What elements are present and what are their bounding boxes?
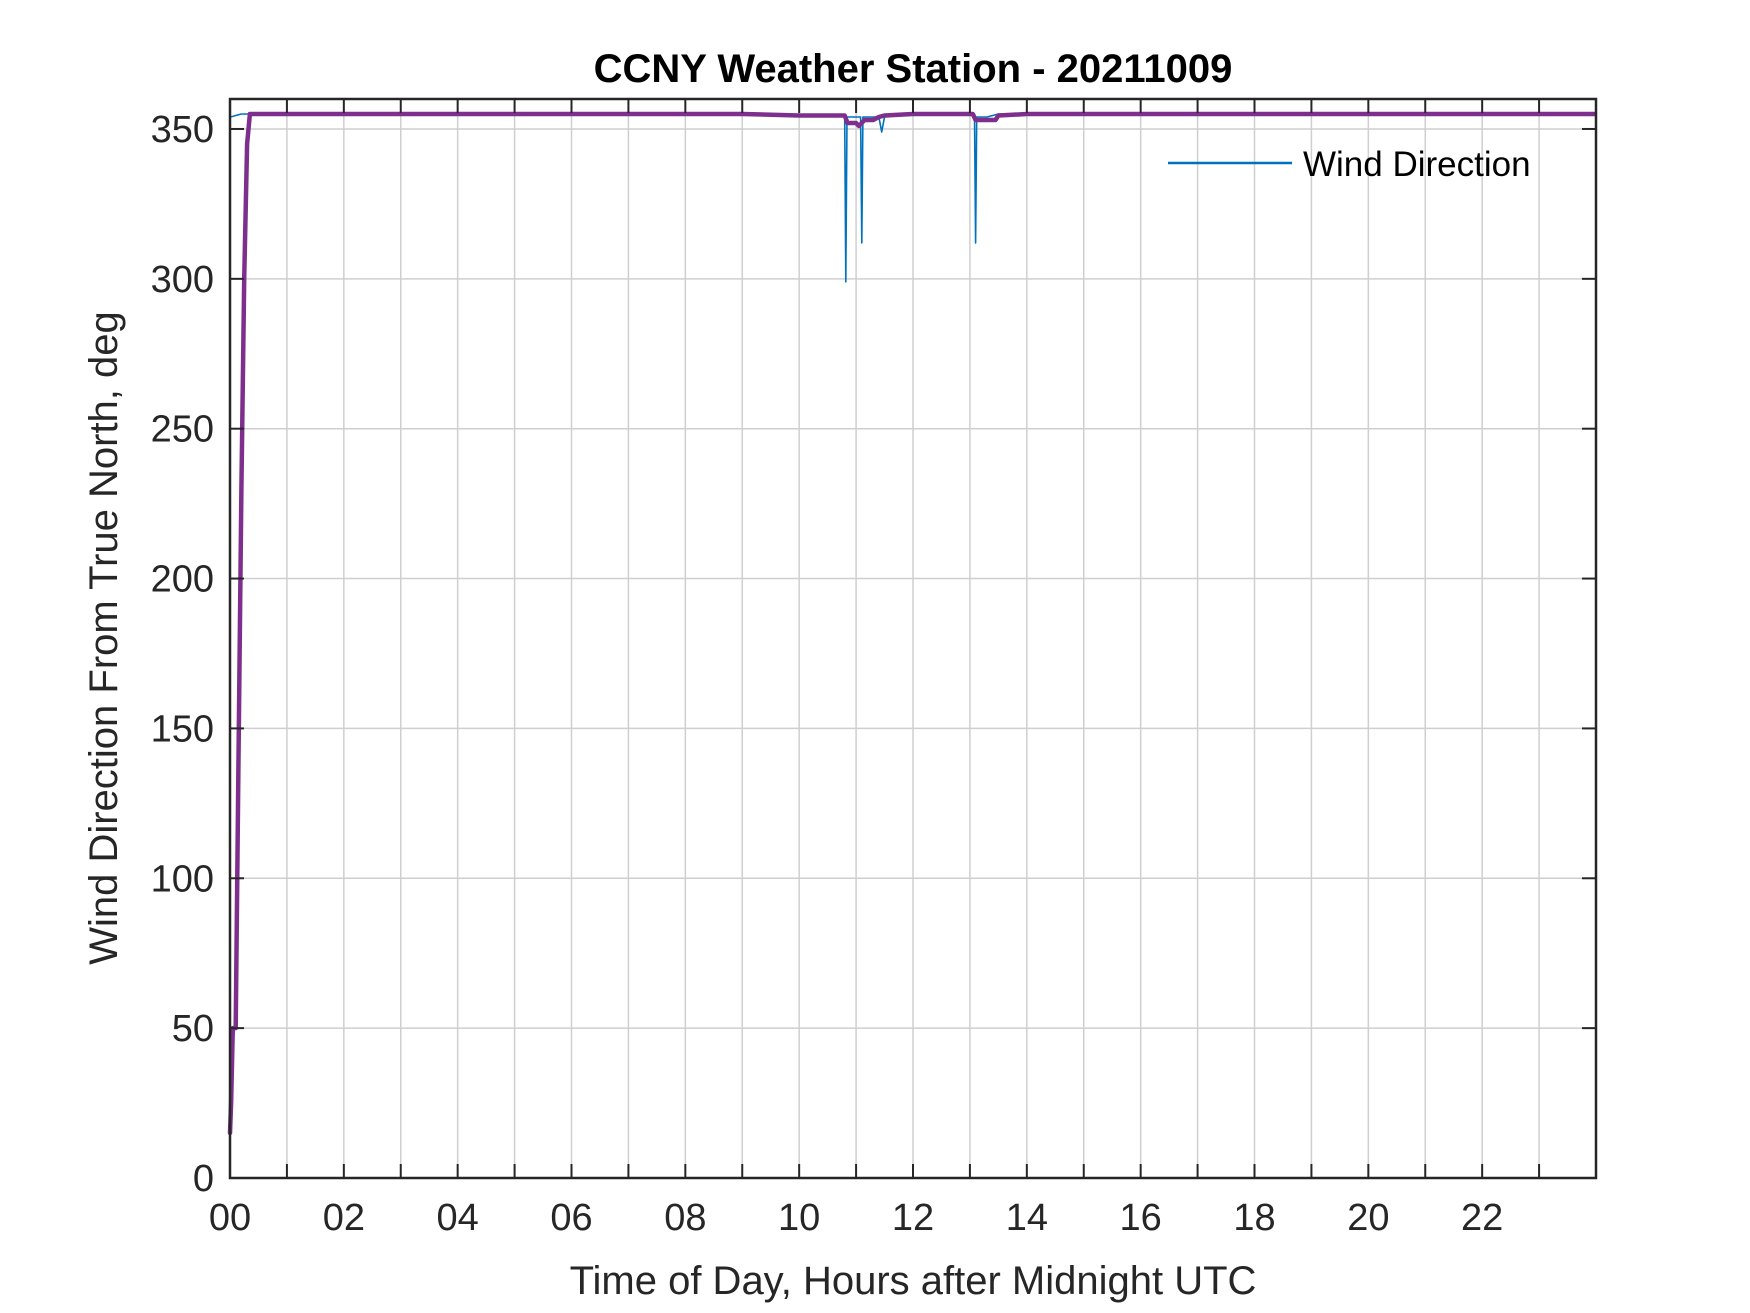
x-tick-label: 04 (437, 1197, 479, 1239)
y-tick-label: 50 (172, 1008, 214, 1050)
series-wind-direction-smoothed (227, 111, 1598, 1136)
x-tick-label: 18 (1233, 1197, 1275, 1239)
x-tick-label: 06 (550, 1197, 592, 1239)
x-tick-label: 16 (1120, 1197, 1162, 1239)
legend-entry-wind-direction: Wind Direction (1303, 145, 1531, 184)
y-tick-label: 0 (193, 1158, 214, 1200)
x-tick-label: 00 (209, 1197, 251, 1239)
tick-label-layer: 00 02 04 06 08 10 12 14 16 18 20 22 0 50 100 150 200 250 3… (151, 109, 1504, 1239)
y-axis-label: Wind Direction From True North, deg (82, 311, 126, 965)
x-tick-label: 08 (664, 1197, 706, 1239)
chart-title: CCNY Weather Station - 20211009 (594, 47, 1233, 91)
y-tick-label: 250 (151, 409, 214, 451)
x-tick-label: 22 (1461, 1197, 1503, 1239)
y-tick-label: 350 (151, 109, 214, 151)
y-tick-label: 100 (151, 858, 214, 900)
y-tick-label: 150 (151, 708, 214, 750)
x-tick-label: 14 (1006, 1197, 1048, 1239)
x-tick-label: 20 (1347, 1197, 1389, 1239)
legend: Wind Direction (1168, 145, 1531, 184)
y-tick-label: 200 (151, 559, 214, 601)
tick-layer (229, 99, 1597, 1179)
grid-layer (230, 99, 1596, 1178)
x-tick-label: 10 (778, 1197, 820, 1239)
series-layer (227, 111, 1598, 1136)
x-tick-label: 02 (323, 1197, 365, 1239)
x-tick-label: 12 (892, 1197, 934, 1239)
y-tick-label: 300 (151, 259, 214, 301)
x-axis-label: Time of Day, Hours after Midnight UTC (570, 1259, 1257, 1303)
